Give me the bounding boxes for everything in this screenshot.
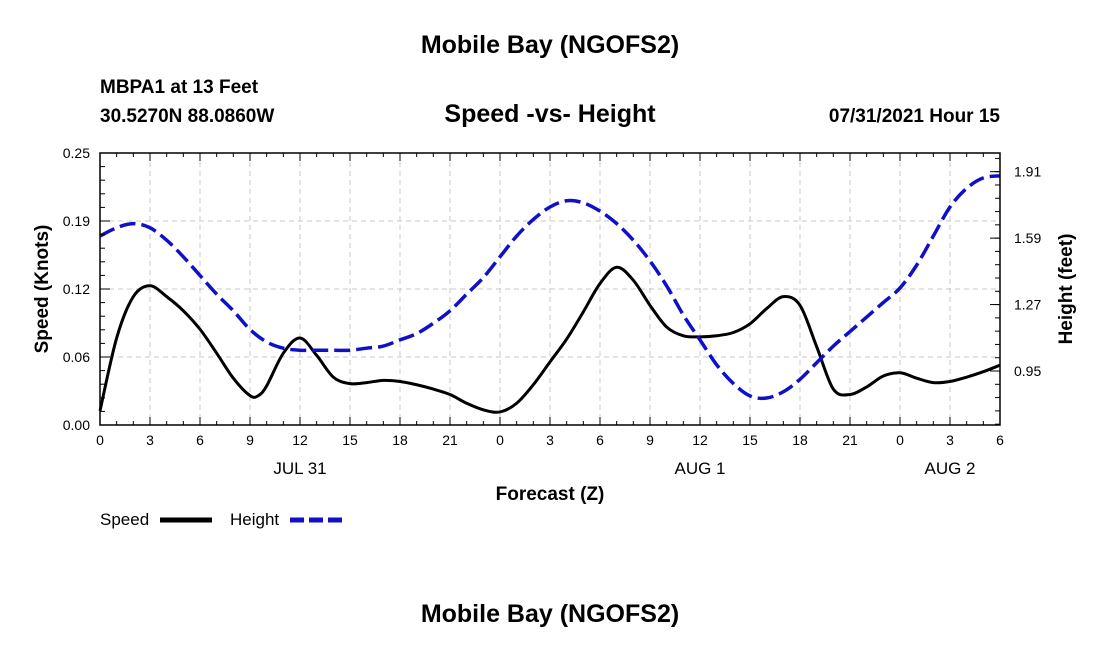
station-label: MBPA1 at 13 Feet (100, 77, 259, 98)
x-tick-label: 3 (146, 432, 154, 448)
x-tick-label: 21 (842, 432, 858, 448)
x-tick-label: 9 (246, 432, 254, 448)
x-tick-label: 3 (946, 432, 954, 448)
y-tick-label: 0.25 (63, 145, 90, 161)
y-tick-label: 0.06 (63, 349, 90, 365)
y-tick-label: 0.00 (63, 417, 90, 433)
y-tick-label: 0.19 (63, 213, 90, 229)
axis-tick-labels: 0 3 6 9 12 15 18 21 0 3 6 9 12 15 18 21 0 3 6 JUL 31 AUG 1 AU… (63, 145, 1042, 478)
x-tick-label: 18 (792, 432, 808, 448)
y2-axis-label: Height (feet) (1056, 234, 1077, 345)
axis-ticks (99, 152, 1001, 426)
y2-tick-label: 1.27 (1014, 297, 1041, 313)
x-tick-label: 18 (392, 432, 408, 448)
legend: Speed Height (100, 510, 342, 529)
y-tick-label: 0.12 (63, 281, 90, 297)
x-tick-label: 0 (96, 432, 104, 448)
station-coordinates: 30.5270N 88.0860W (100, 106, 275, 127)
x-tick-label: 6 (196, 432, 204, 448)
x-tick-label: 15 (342, 432, 358, 448)
series-lines (98, 174, 1001, 414)
x-tick-label: 9 (646, 432, 654, 448)
footer-title: Mobile Bay (NGOFS2) (420, 600, 680, 628)
grid-lines (100, 153, 1000, 425)
legend-height-label: Height (230, 510, 279, 529)
x-tick-label: 3 (546, 432, 554, 448)
x-tick-label: 12 (292, 432, 308, 448)
x-tick-label: 6 (596, 432, 604, 448)
plot-title: Mobile Bay (NGOFS2) (420, 31, 680, 59)
day-label: AUG 1 (674, 459, 725, 478)
x-tick-label: 6 (996, 432, 1004, 448)
forecast-datetime: 07/31/2021 Hour 15 (828, 106, 1000, 127)
legend-speed-label: Speed (100, 510, 149, 529)
day-label: AUG 2 (924, 459, 975, 478)
x-tick-label: 0 (496, 432, 504, 448)
chart-title: Speed -vs- Height (444, 100, 656, 128)
y2-tick-label: 1.91 (1014, 164, 1041, 180)
x-axis-label: Forecast (Z) (496, 484, 605, 505)
y2-tick-label: 1.59 (1014, 230, 1041, 246)
y-axis-label: Speed (Knots) (32, 225, 53, 354)
day-label: JUL 31 (273, 459, 326, 478)
x-tick-label: 12 (692, 432, 708, 448)
y2-tick-label: 0.95 (1014, 363, 1041, 379)
x-tick-label: 15 (742, 432, 758, 448)
x-tick-label: 21 (442, 432, 458, 448)
series-line-height (99, 174, 1001, 401)
x-tick-label: 0 (896, 432, 904, 448)
series-line-speed (98, 265, 1001, 414)
